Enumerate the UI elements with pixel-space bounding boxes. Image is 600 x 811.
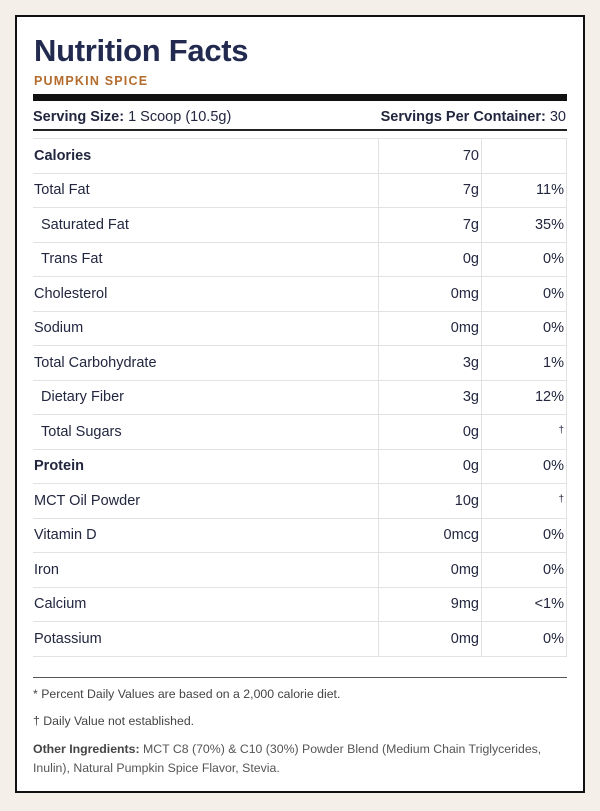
daily-value-text: 0% (543, 561, 564, 578)
nutrient-amount: 0mg (378, 310, 482, 346)
daily-value-text: † (558, 493, 564, 505)
daily-value-text: 0% (543, 630, 564, 647)
nutrient-row: Saturated Fat 7g 35% (33, 207, 567, 243)
nutrient-table: Calories 70 Total Fat 7g 11% Saturated Fat 7g 3… (33, 138, 567, 657)
nutrient-name: Saturated Fat (33, 207, 379, 243)
daily-value: 0% (481, 517, 567, 553)
daily-value-text: 12% (534, 389, 564, 406)
nutrient-row: Total Fat 7g 11% (33, 172, 567, 208)
daily-value-text: 35% (534, 216, 564, 233)
nutrient-name: MCT Oil Powder (33, 483, 379, 519)
nutrient-row: Iron 0mg 0% (33, 552, 567, 588)
nutrient-row: Dietary Fiber 3g 12% (33, 379, 567, 415)
daily-value (481, 138, 567, 174)
daily-value: 0% (481, 621, 567, 657)
servings-label: Servings Per Container: (380, 109, 546, 125)
nutrient-amount: 9mg (378, 586, 482, 622)
ingredients: Other Ingredients: MCT C8 (70%) & C10 (3… (33, 740, 553, 778)
nutrient-row: Trans Fat 0g 0% (33, 241, 567, 277)
nutrient-amount: 7g (378, 172, 482, 208)
nutrient-amount: 3g (378, 345, 482, 381)
nutrient-row: Calories 70 (33, 138, 567, 174)
nutrient-name: Sodium (33, 310, 379, 346)
servings-value: 30 (549, 109, 566, 125)
nutrient-name: Iron (33, 552, 379, 588)
nutrient-row: Potassium 0mg 0% (33, 621, 567, 657)
nutrient-amount: 0mg (378, 621, 482, 657)
daily-value-text: † (558, 424, 564, 436)
rows: Calories 70 Total Fat 7g 11% Saturated Fat 7g 3… (33, 138, 567, 657)
daily-value: 0% (481, 448, 567, 484)
daily-value-text: 0% (543, 251, 564, 268)
footnote: † Daily Value not established. (33, 714, 195, 728)
nutrient-name: Trans Fat (33, 241, 379, 277)
daily-value: 0% (481, 241, 567, 277)
nutrient-amount: 7g (378, 207, 482, 243)
daily-value-text: 0% (543, 527, 564, 544)
thick-rule (33, 94, 567, 101)
title: Nutrition Facts (34, 33, 249, 68)
serving-size: Serving Size: 1 Scoop (10.5g) (33, 109, 231, 125)
nutrient-name: Dietary Fiber (33, 379, 379, 415)
label-card: Nutrition Facts PUMPKIN SPICE Serving Si… (15, 15, 585, 793)
nutrient-row: Sodium 0mg 0% (33, 310, 567, 346)
daily-value: 0% (481, 310, 567, 346)
daily-value: † (481, 414, 567, 450)
ingredients-label: Other Ingredients: (33, 742, 140, 756)
daily-value: <1% (481, 586, 567, 622)
nutrient-name: Protein (33, 448, 379, 484)
nutrient-amount: 3g (378, 379, 482, 415)
nutrient-row: Vitamin D 0mcg 0% (33, 517, 567, 553)
footnote: * Percent Daily Values are based on a 2,… (33, 687, 341, 701)
nutrient-amount: 0mg (378, 276, 482, 312)
rule (33, 129, 567, 131)
nutrient-row: Total Carbohydrate 3g 1% (33, 345, 567, 381)
daily-value-text: 0% (543, 320, 564, 337)
nutrient-amount: 0g (378, 414, 482, 450)
nutrient-name: Calcium (33, 586, 379, 622)
servings-per-container: Servings Per Container: 30 (381, 109, 566, 125)
nutrient-amount: 0mcg (378, 517, 482, 553)
daily-value-text: 1% (543, 354, 564, 371)
nutrient-row: MCT Oil Powder 10g † (33, 483, 567, 519)
daily-value: 11% (481, 172, 567, 208)
nutrient-row: Protein 0g 0% (33, 448, 567, 484)
subtitle: PUMPKIN SPICE (34, 74, 149, 88)
daily-value-text: 11% (536, 182, 564, 199)
nutrient-name: Total Carbohydrate (33, 345, 379, 381)
daily-value-text: 0% (543, 285, 564, 302)
nutrient-name: Cholesterol (33, 276, 379, 312)
nutrient-name: Calories (33, 138, 379, 174)
daily-value: 35% (481, 207, 567, 243)
daily-value: 12% (481, 379, 567, 415)
nutrient-row: Calcium 9mg <1% (33, 586, 567, 622)
nutrient-name: Total Sugars (33, 414, 379, 450)
daily-value-text: 0% (543, 458, 564, 475)
nutrient-amount: 0g (378, 448, 482, 484)
daily-value: † (481, 483, 567, 519)
nutrient-name: Total Fat (33, 172, 379, 208)
nutrient-amount: 70 (378, 138, 482, 174)
nutrient-amount: 10g (378, 483, 482, 519)
nutrient-amount: 0mg (378, 552, 482, 588)
ingredients-text: MCT C8 (70%) & C10 (30%) Powder Blend (M… (33, 742, 542, 775)
nutrient-amount: 0g (378, 241, 482, 277)
daily-value: 0% (481, 552, 567, 588)
rule (33, 677, 567, 678)
serving-size-label: Serving Size: (33, 109, 125, 125)
nutrient-name: Vitamin D (33, 517, 379, 553)
serving-size-value: 1 Scoop (10.5g) (128, 109, 232, 125)
nutrient-row: Cholesterol 0mg 0% (33, 276, 567, 312)
daily-value: 1% (481, 345, 567, 381)
nutrient-name: Potassium (33, 621, 379, 657)
daily-value: 0% (481, 276, 567, 312)
daily-value-text: <1% (534, 596, 564, 613)
nutrient-row: Total Sugars 0g † (33, 414, 567, 450)
